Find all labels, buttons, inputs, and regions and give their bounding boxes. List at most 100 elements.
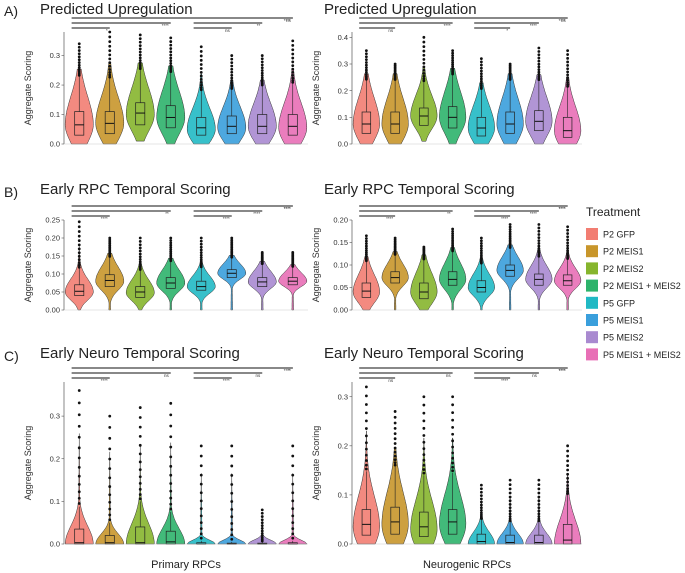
outlier-point <box>230 242 234 246</box>
outlier-point <box>199 88 203 92</box>
outlier-point <box>291 464 295 468</box>
outlier-point <box>169 507 173 511</box>
outlier-point <box>393 236 397 240</box>
outlier-point <box>169 246 173 249</box>
outlier-point <box>566 76 570 80</box>
outlier-point <box>260 534 264 538</box>
outlier-point <box>77 446 81 450</box>
legend-swatch <box>586 331 598 344</box>
outlier-point <box>77 220 81 224</box>
outlier-point <box>508 234 512 238</box>
outlier-point <box>537 70 541 74</box>
y-tick-label: 0.10 <box>45 270 60 279</box>
box-iqr <box>390 111 400 134</box>
panel-5: Early Neuro Temporal Scoring 0.0 0.1 0.2 0.3… <box>311 345 582 571</box>
outlier-point <box>393 461 397 465</box>
outlier-point <box>566 232 570 235</box>
outlier-point <box>77 502 81 505</box>
outlier-point <box>77 49 81 52</box>
significance-label: ns <box>164 373 170 378</box>
panel-0: Predicted Upregulation 0.0 0.1 0.2 0.3 Aggreg… <box>23 1 308 149</box>
y-axis-label: Aggregate Scoring <box>23 426 33 501</box>
row-label-b: B) <box>4 184 18 200</box>
outlier-point <box>422 411 426 415</box>
outlier-point <box>199 499 203 503</box>
significance-label: **** <box>444 23 451 28</box>
legend-swatch <box>586 348 598 361</box>
outlier-point <box>537 244 541 248</box>
outlier-point <box>566 81 570 85</box>
y-tick-label: 0.0 <box>50 140 60 149</box>
outlier-point <box>77 424 81 428</box>
outlier-point <box>230 507 234 511</box>
y-tick-label: 0.2 <box>50 81 60 90</box>
outlier-point <box>537 75 541 78</box>
outlier-point <box>537 56 541 60</box>
outlier-point <box>291 70 295 74</box>
outlier-point <box>108 49 112 53</box>
outlier-point <box>566 64 570 67</box>
outlier-point <box>451 234 455 238</box>
y-tick-label: 0.1 <box>50 110 60 119</box>
outlier-point <box>364 244 368 248</box>
outlier-point <box>537 509 541 513</box>
significance-label: **** <box>559 206 566 211</box>
outlier-point <box>451 425 455 429</box>
outlier-point <box>364 247 368 250</box>
outlier-point <box>199 251 203 255</box>
outlier-point <box>393 62 397 66</box>
outlier-point <box>230 57 234 61</box>
outlier-point <box>364 68 368 72</box>
outlier-point <box>364 441 368 445</box>
outlier-point <box>566 70 570 74</box>
box-iqr <box>74 111 85 136</box>
outlier-point <box>260 66 264 70</box>
outlier-point <box>479 509 483 512</box>
outlier-point <box>138 258 142 261</box>
y-axis-label: Aggregate Scoring <box>311 228 321 303</box>
outlier-point <box>77 52 81 56</box>
outlier-point <box>422 453 426 457</box>
legend-swatch <box>586 262 598 275</box>
outlier-point <box>291 444 295 448</box>
outlier-point <box>230 64 234 68</box>
outlier-point <box>138 61 142 65</box>
significance-label: **** <box>559 368 566 373</box>
outlier-point <box>169 47 173 50</box>
outlier-point <box>169 502 173 506</box>
outlier-point <box>260 57 264 61</box>
outlier-point <box>77 261 81 264</box>
outlier-point <box>566 53 570 56</box>
outlier-point <box>393 442 397 445</box>
outlier-point <box>508 232 512 236</box>
y-tick-label: 0.4 <box>338 33 348 42</box>
outlier-point <box>364 49 368 53</box>
outlier-point <box>566 468 570 472</box>
outlier-point <box>566 449 570 453</box>
outlier-point <box>291 76 295 80</box>
outlier-point <box>108 493 112 497</box>
outlier-point <box>566 492 570 495</box>
outlier-point <box>199 482 203 486</box>
outlier-point <box>108 40 112 44</box>
y-tick-label: 0.00 <box>333 306 348 315</box>
outlier-point <box>479 66 483 70</box>
outlier-point <box>260 76 264 80</box>
outlier-point <box>537 50 541 53</box>
outlier-point <box>451 469 455 473</box>
y-tick-label: 0.15 <box>333 238 348 247</box>
outlier-point <box>566 73 570 77</box>
outlier-point <box>451 465 455 469</box>
outlier-point <box>508 225 512 229</box>
outlier-point <box>479 75 483 78</box>
outlier-point <box>291 514 295 518</box>
significance-label: ** <box>257 23 261 28</box>
outlier-point <box>422 79 426 83</box>
outlier-point <box>77 496 81 500</box>
outlier-point <box>422 245 426 249</box>
outlier-point <box>108 238 112 242</box>
outlier-point <box>508 487 512 491</box>
outlier-point <box>77 55 81 59</box>
legend-entry-label: P2 MEIS1 <box>603 247 644 257</box>
outlier-point <box>108 75 112 79</box>
